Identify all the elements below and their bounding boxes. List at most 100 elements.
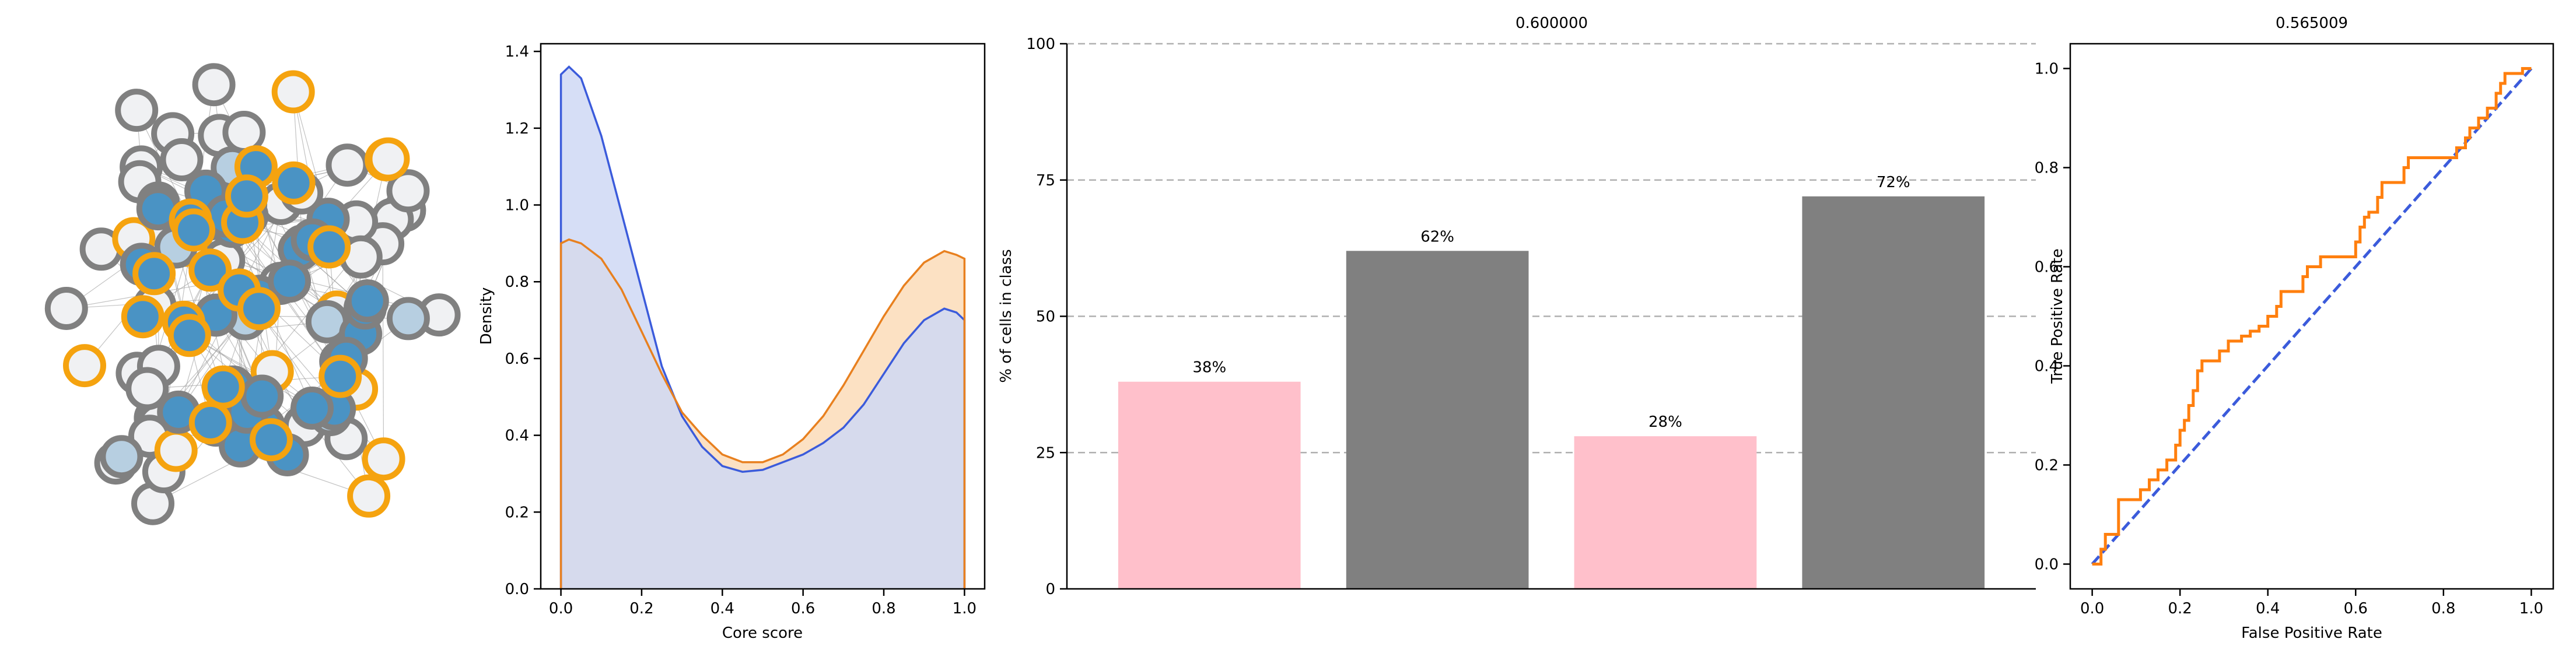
network-nodes — [44, 63, 461, 525]
density-x-tick-label: 0.8 — [872, 600, 895, 617]
density-x-ticks: 0.0 0.2 0.4 0.6 0.8 1.0 — [549, 589, 977, 617]
bar — [1346, 251, 1529, 589]
network-node — [125, 367, 169, 410]
roc-y-tick-label: 0.6 — [2035, 259, 2059, 276]
network-node — [347, 474, 391, 518]
density-lines — [559, 65, 966, 589]
network-node — [386, 297, 430, 340]
network-node — [366, 137, 410, 181]
roc-x-axis-label: False Positive Rate — [2241, 624, 2382, 642]
roc-x-tick-label: 0.2 — [2168, 600, 2192, 617]
roc-axes-frame — [2069, 43, 2554, 590]
network-node — [192, 63, 236, 107]
roc-y-tick-label: 0.8 — [2035, 160, 2059, 177]
network-node — [188, 248, 232, 292]
roc-y-axis-label: True Positive Rate — [2049, 248, 2066, 384]
roc-x-tick-label: 0.6 — [2344, 600, 2368, 617]
network-node — [115, 89, 159, 132]
network-node — [268, 259, 312, 303]
density-line-orange — [559, 238, 966, 589]
density-y-ticks: 0.0 0.2 0.4 0.6 0.8 1.0 1.2 1.4 — [505, 43, 541, 598]
network-node — [201, 365, 245, 409]
bar-data-label: 28% — [1648, 413, 1682, 431]
network-node — [307, 225, 351, 269]
density-x-axis-label: Core score — [722, 624, 803, 642]
density-line-blue — [559, 65, 966, 589]
density-chart: 0.0 0.2 0.4 0.6 0.8 1.0 0.0 0.2 0.4 0.6 0.8 1.0 1.2… — [478, 43, 986, 642]
network-node — [290, 387, 334, 430]
density-x-tick-label: 0.4 — [710, 600, 734, 617]
roc-x-ticks: 0.0 0.2 0.4 0.6 0.8 1.0 — [2080, 589, 2543, 617]
bar — [1118, 381, 1301, 589]
network-node — [272, 161, 316, 205]
network-node — [318, 354, 362, 398]
network-node — [326, 143, 369, 187]
roc-y-ticks: 0.0 0.2 0.4 0.6 0.8 1.0 — [2035, 61, 2070, 574]
roc-chart: 0.0 0.2 0.4 0.6 0.8 1.0 0.0 0.2 0.4 0.6 0.8 1.0 0.… — [2035, 15, 2554, 642]
bar-y-tick-label: 100 — [1026, 36, 1055, 53]
bar-data-label: 62% — [1420, 228, 1454, 245]
density-y-tick-label: 0.4 — [505, 427, 529, 445]
bar-data-label: 72% — [1877, 174, 1910, 191]
roc-curve — [2092, 67, 2532, 566]
roc-x-tick-label: 0.8 — [2431, 600, 2455, 617]
bars — [1118, 196, 1985, 589]
roc-y-tick-label: 0.4 — [2035, 358, 2059, 375]
bar-y-tick-label: 25 — [1036, 444, 1055, 462]
density-y-axis-label: Density — [478, 287, 495, 345]
density-x-tick-label: 0.0 — [549, 600, 573, 617]
roc-y-tick-label: 1.0 — [2035, 61, 2059, 78]
roc-y-tick-label: 0.2 — [2035, 457, 2059, 475]
bar-chart-title: 0.600000 — [1516, 15, 1588, 32]
density-fills — [561, 66, 965, 589]
roc-x-tick-label: 0.0 — [2080, 600, 2104, 617]
network-node — [167, 314, 211, 357]
network-node — [172, 208, 215, 252]
density-x-tick-label: 0.6 — [791, 600, 815, 617]
roc-diagonal-line — [2091, 67, 2533, 566]
density-fill-blue — [561, 66, 965, 589]
bar-y-tick-label: 75 — [1036, 172, 1055, 189]
density-x-tick-label: 0.2 — [629, 600, 653, 617]
density-y-tick-label: 1.0 — [505, 197, 529, 215]
bar-y-ticks: 0 25 50 75 100 — [1026, 36, 1067, 598]
network-node — [121, 295, 164, 339]
network-node — [63, 344, 106, 388]
density-y-tick-label: 1.4 — [505, 43, 529, 61]
bar-data-label: 38% — [1192, 359, 1226, 377]
density-y-tick-label: 0.8 — [505, 273, 529, 291]
network-node — [240, 374, 284, 418]
bar-y-tick-label: 50 — [1036, 308, 1055, 326]
bar — [1802, 196, 1985, 589]
network-node — [237, 287, 281, 331]
bar-y-axis-label: % of cells in class — [998, 249, 1015, 382]
network-node — [345, 279, 389, 323]
network-node — [271, 70, 315, 114]
density-y-tick-label: 0.2 — [505, 504, 529, 521]
network-node — [188, 401, 232, 444]
roc-x-tick-label: 0.4 — [2256, 600, 2280, 617]
density-y-tick-label: 0.0 — [505, 581, 529, 598]
density-axes-frame — [540, 43, 986, 590]
bar — [1574, 436, 1757, 589]
density-y-tick-label: 1.2 — [505, 120, 529, 138]
network-graph — [44, 63, 461, 525]
network-node — [362, 437, 405, 481]
network-node — [225, 174, 268, 218]
network-node — [250, 418, 293, 462]
network-node — [44, 287, 88, 330]
bar-y-tick-label: 0 — [1045, 581, 1055, 598]
density-x-tick-label: 1.0 — [953, 600, 977, 617]
roc-chart-title: 0.565009 — [2276, 15, 2348, 32]
network-node — [154, 429, 198, 472]
bar-data-labels: 38% 62% 28% 72% — [1192, 174, 1910, 431]
class-bar-chart: 38% 62% 28% 72% 0 25 50 75 100 0.600000 % of ce… — [998, 15, 2036, 598]
network-node — [100, 435, 144, 479]
roc-y-tick-label: 0.0 — [2035, 556, 2059, 574]
roc-x-tick-label: 1.0 — [2519, 600, 2543, 617]
network-node — [160, 138, 204, 181]
density-y-tick-label: 0.6 — [505, 350, 529, 368]
network-node — [386, 169, 430, 213]
network-node — [132, 252, 176, 296]
